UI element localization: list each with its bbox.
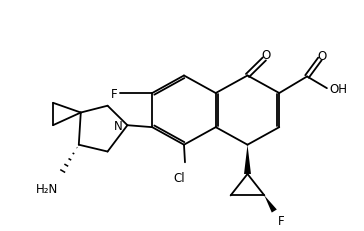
Polygon shape — [264, 196, 277, 213]
Text: O: O — [317, 50, 327, 63]
Polygon shape — [244, 145, 251, 174]
Text: OH: OH — [330, 82, 348, 95]
Text: F: F — [278, 214, 285, 227]
Text: N: N — [114, 119, 122, 132]
Text: O: O — [262, 49, 271, 62]
Text: Cl: Cl — [173, 171, 185, 184]
Text: H₂N: H₂N — [36, 182, 58, 195]
Text: F: F — [111, 87, 118, 100]
